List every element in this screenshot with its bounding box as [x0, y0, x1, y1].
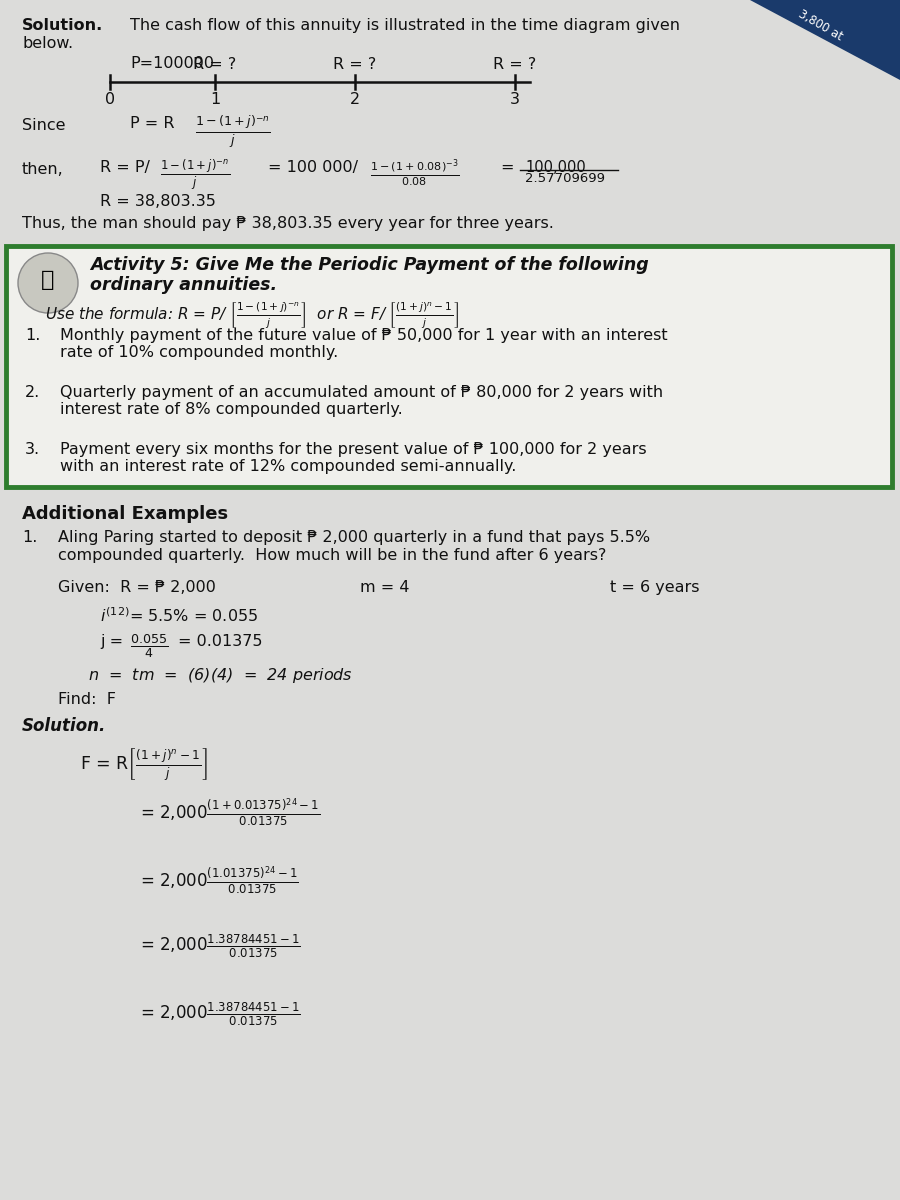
Text: Activity 5: Give Me the Periodic Payment of the following: Activity 5: Give Me the Periodic Payment…: [90, 256, 649, 274]
Text: $\frac{0.055}{4}$: $\frac{0.055}{4}$: [130, 632, 168, 660]
Text: 1.: 1.: [25, 328, 40, 343]
Text: below.: below.: [22, 36, 73, 50]
Text: P=100000: P=100000: [130, 56, 214, 71]
Text: 1.: 1.: [22, 530, 38, 545]
Text: rate of 10% compounded monthly.: rate of 10% compounded monthly.: [60, 346, 338, 360]
Text: = 2,000$\frac{1.38784451-1}{0.01375}$: = 2,000$\frac{1.38784451-1}{0.01375}$: [140, 1001, 301, 1028]
Text: = 100 000/: = 100 000/: [268, 160, 358, 175]
Text: ordinary annuities.: ordinary annuities.: [90, 276, 277, 294]
Text: 1: 1: [210, 92, 220, 107]
Text: $n$  =  $tm$  =  (6)(4)  =  24 periods: $n$ = $tm$ = (6)(4) = 24 periods: [88, 666, 353, 685]
Text: $i^{(12)}$= 5.5% = 0.055: $i^{(12)}$= 5.5% = 0.055: [100, 606, 258, 625]
Text: j =: j =: [100, 634, 128, 649]
Text: Given:  R = ₱ 2,000: Given: R = ₱ 2,000: [58, 580, 216, 595]
Text: = 2,000$\frac{(1.01375)^{24}-1}{0.01375}$: = 2,000$\frac{(1.01375)^{24}-1}{0.01375}…: [140, 865, 299, 898]
Text: 3.: 3.: [25, 442, 40, 457]
Text: 2.57709699: 2.57709699: [525, 172, 605, 185]
Text: 3: 3: [510, 92, 520, 107]
Circle shape: [18, 253, 78, 313]
Text: 2: 2: [350, 92, 360, 107]
Text: The cash flow of this annuity is illustrated in the time diagram given: The cash flow of this annuity is illustr…: [130, 18, 680, 32]
Text: with an interest rate of 12% compounded semi-annually.: with an interest rate of 12% compounded …: [60, 458, 517, 474]
Text: R = 38,803.35: R = 38,803.35: [100, 194, 216, 209]
Text: Quarterly payment of an accumulated amount of ₱ 80,000 for 2 years with: Quarterly payment of an accumulated amou…: [60, 385, 663, 400]
Text: Payment every six months for the present value of ₱ 100,000 for 2 years: Payment every six months for the present…: [60, 442, 646, 457]
Text: $\frac{1-(1+j)^{-n}}{j}$: $\frac{1-(1+j)^{-n}}{j}$: [195, 114, 271, 150]
Text: = 0.01375: = 0.01375: [178, 634, 263, 649]
Text: Monthly payment of the future value of ₱ 50,000 for 1 year with an interest: Monthly payment of the future value of ₱…: [60, 328, 668, 343]
Text: 👐: 👐: [41, 270, 55, 290]
Polygon shape: [750, 0, 900, 80]
Text: t = 6 years: t = 6 years: [610, 580, 699, 595]
Text: $\frac{1-(1+j)^{-n}}{j}$: $\frac{1-(1+j)^{-n}}{j}$: [160, 158, 230, 193]
Text: R = ?: R = ?: [194, 56, 237, 72]
FancyBboxPatch shape: [6, 246, 892, 487]
Text: =: =: [500, 160, 514, 175]
Text: = 2,000$\frac{1.38784451-1}{0.01375}$: = 2,000$\frac{1.38784451-1}{0.01375}$: [140, 934, 301, 960]
Text: R = ?: R = ?: [333, 56, 376, 72]
Text: Find:  F: Find: F: [58, 692, 116, 707]
Text: 3,800 at: 3,800 at: [796, 7, 844, 43]
Text: = 2,000$\frac{(1+0.01375)^{24}-1}{0.01375}$: = 2,000$\frac{(1+0.01375)^{24}-1}{0.0137…: [140, 797, 320, 829]
Text: compounded quarterly.  How much will be in the fund after 6 years?: compounded quarterly. How much will be i…: [58, 548, 607, 563]
Text: R = ?: R = ?: [493, 56, 536, 72]
Text: P = R: P = R: [130, 116, 175, 131]
Text: Aling Paring started to deposit ₱ 2,000 quarterly in a fund that pays 5.5%: Aling Paring started to deposit ₱ 2,000 …: [58, 530, 650, 545]
Text: 2.: 2.: [25, 385, 40, 400]
Text: m = 4: m = 4: [360, 580, 410, 595]
Text: Additional Examples: Additional Examples: [22, 505, 228, 523]
Text: R = P/: R = P/: [100, 160, 150, 175]
Text: interest rate of 8% compounded quarterly.: interest rate of 8% compounded quarterly…: [60, 402, 403, 416]
Text: 0: 0: [105, 92, 115, 107]
Text: Solution.: Solution.: [22, 716, 106, 734]
Text: then,: then,: [22, 162, 64, 176]
Text: Solution.: Solution.: [22, 18, 104, 32]
Text: Since: Since: [22, 118, 66, 133]
Text: Thus, the man should pay ₱ 38,803.35 every year for three years.: Thus, the man should pay ₱ 38,803.35 eve…: [22, 216, 554, 230]
Text: Use the formula: R = P/ $\left[\frac{1-(1+j)^{-n}}{j}\right]$  or R = F/ $\left[: Use the formula: R = P/ $\left[\frac{1-(…: [45, 300, 460, 330]
Text: $\frac{1-(1+0.08)^{-3}}{0.08}$: $\frac{1-(1+0.08)^{-3}}{0.08}$: [370, 158, 459, 190]
Text: F = R$\left[\frac{(1+j)^{n}-1}{j}\right]$: F = R$\left[\frac{(1+j)^{n}-1}{j}\right]…: [80, 746, 208, 784]
Text: 100,000: 100,000: [525, 160, 586, 175]
